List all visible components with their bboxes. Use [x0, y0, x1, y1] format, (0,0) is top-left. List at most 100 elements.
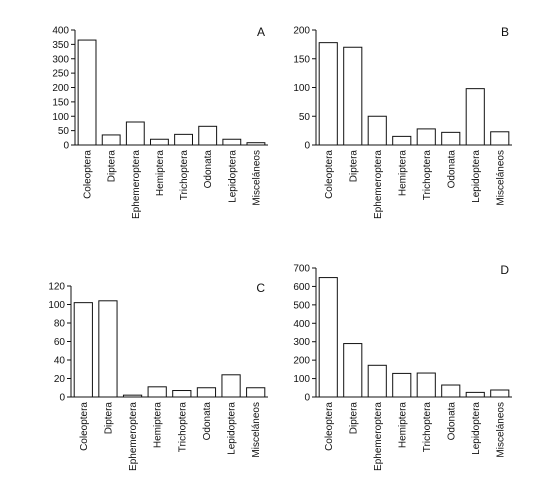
y-tick-label: 500: [293, 300, 310, 311]
x-category-label: Hemiptera: [155, 150, 166, 197]
y-tick-label: 150: [293, 54, 310, 65]
y-tick-label: 0: [304, 393, 310, 404]
y-tick-label: 40: [54, 356, 66, 367]
y-tick-label: 600: [293, 282, 310, 293]
x-category-label: Diptera: [348, 402, 359, 435]
bar: [246, 142, 266, 146]
x-category-label: Trichoptera: [179, 150, 190, 201]
chart-panel-b: 0 50 100 150 200 Coleoptera Diptera Ephemeropte…: [293, 25, 512, 219]
x-category-label: Coleoptera: [324, 150, 335, 199]
x-category-label: Ephemeroptera: [128, 402, 139, 471]
panel-letter: B: [501, 25, 509, 39]
y-tick-label: 150: [52, 97, 69, 108]
x-category-label: Odonata: [446, 402, 457, 441]
panel-letter: A: [257, 25, 265, 39]
y-tick-label: 100: [293, 83, 310, 94]
y-tick-label: 80: [54, 319, 66, 330]
x-category-label: Lepidoptera: [471, 150, 482, 203]
y-tick-label: 120: [48, 282, 65, 293]
y-tick-label: 100: [48, 300, 65, 311]
y-tick-label: 50: [58, 126, 70, 137]
x-category-label: Odonata: [446, 150, 457, 189]
x-category-label: Coleoptera: [79, 402, 90, 451]
y-tick-label: 100: [293, 374, 310, 385]
x-category-label: Diptera: [348, 150, 359, 183]
y-tick-label: 350: [52, 40, 69, 51]
bar: [441, 131, 461, 146]
x-category-label: Ephemeroptera: [373, 402, 384, 471]
bar: [490, 131, 510, 146]
y-tick-label: 20: [54, 374, 66, 385]
bar: [465, 88, 485, 146]
x-category-label: Trichoptera: [422, 402, 433, 453]
bar: [465, 391, 485, 398]
bar: [122, 394, 143, 398]
panel-letter: D: [500, 263, 509, 277]
bar: [416, 128, 436, 146]
y-tick-label: 0: [304, 141, 310, 152]
x-category-label: Lepidoptera: [227, 150, 238, 203]
chart-panel-a: 0 50 100 150 200 250 300 350 400 Coleoptera Dipter…: [52, 25, 268, 219]
y-tick-label: 50: [299, 112, 311, 123]
chart-panel-d: 0 100 200 300 400 500 600 700 Coleoptera Diptera E…: [293, 263, 512, 471]
x-category-label: Trichoptera: [422, 150, 433, 201]
y-tick-label: 250: [52, 69, 69, 80]
x-category-label: Hemiptera: [153, 402, 164, 449]
x-category-label: Odonata: [203, 150, 214, 189]
y-tick-label: 100: [52, 112, 69, 123]
bar: [343, 46, 363, 146]
y-tick-label: 0: [59, 393, 65, 404]
bar: [343, 343, 363, 398]
bar: [196, 387, 217, 398]
x-category-label: Hemiptera: [397, 150, 408, 197]
x-category-label: Hemiptera: [397, 402, 408, 449]
bar: [98, 300, 118, 398]
bar: [150, 138, 169, 146]
bar: [222, 138, 242, 146]
x-category-label: Lepidoptera: [227, 402, 238, 455]
bar: [125, 121, 145, 146]
bar: [172, 390, 192, 398]
bar: [77, 39, 97, 146]
bar: [490, 389, 510, 398]
y-tick-label: 700: [293, 264, 310, 275]
y-tick-label: 400: [293, 319, 310, 330]
x-category-label: Diptera: [103, 402, 114, 435]
x-category-label: Diptera: [107, 150, 118, 183]
y-tick-label: 300: [52, 54, 69, 65]
bar: [73, 302, 93, 398]
x-category-label: Misceláneos: [251, 150, 262, 206]
y-tick-label: 300: [293, 337, 310, 348]
bar: [198, 125, 218, 146]
x-category-label: Misceláneos: [495, 402, 506, 458]
x-category-label: Ephemeroptera: [373, 150, 384, 219]
bar: [174, 133, 193, 146]
bar: [392, 135, 412, 146]
bar: [416, 372, 436, 398]
y-tick-label: 400: [52, 26, 69, 37]
bar: [392, 372, 412, 398]
bar: [441, 384, 461, 398]
x-category-label: Lepidoptera: [471, 402, 482, 455]
x-category-label: Misceláneos: [495, 150, 506, 206]
y-tick-label: 0: [63, 141, 69, 152]
y-tick-label: 200: [52, 83, 69, 94]
y-tick-label: 200: [293, 26, 310, 37]
bar: [221, 374, 241, 398]
y-tick-label: 200: [293, 356, 310, 367]
x-category-label: Trichoptera: [177, 402, 188, 453]
y-tick-label: 60: [54, 337, 66, 348]
x-category-label: Coleoptera: [324, 402, 335, 451]
x-category-label: Odonata: [202, 402, 213, 441]
bar: [101, 134, 121, 146]
x-category-label: Ephemeroptera: [131, 150, 142, 219]
bar: [318, 42, 338, 146]
bar: [318, 277, 338, 398]
bar: [367, 115, 387, 146]
x-category-label: Coleoptera: [83, 150, 94, 199]
panel-letter: C: [256, 281, 265, 295]
bar: [147, 386, 167, 398]
bar: [367, 364, 387, 398]
bar: [246, 387, 266, 398]
